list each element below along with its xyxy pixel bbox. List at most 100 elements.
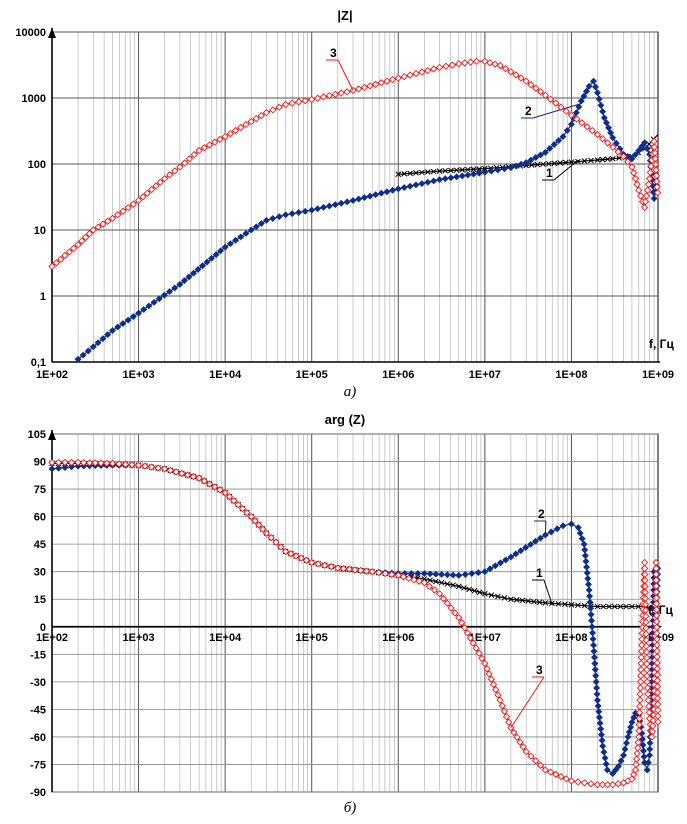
series-3-point <box>185 155 194 163</box>
series-3-point <box>231 126 240 135</box>
series-3-point <box>466 634 475 642</box>
y-tick-label: -30 <box>30 677 46 689</box>
series-3-point <box>517 74 525 82</box>
series-2-point <box>604 124 613 132</box>
series-3-point <box>375 568 383 577</box>
series-2-point <box>494 166 502 174</box>
series-2-point <box>252 223 260 231</box>
series-1-point <box>528 162 535 168</box>
series-3-point <box>637 647 646 655</box>
series-1-point <box>545 160 552 167</box>
series-3-point <box>97 459 105 467</box>
series-2-point <box>308 206 316 214</box>
series-2-point <box>441 175 449 183</box>
series-2-point <box>614 762 623 770</box>
series-3-point <box>325 91 334 100</box>
series-3-point <box>546 95 555 103</box>
series-2-point <box>601 754 609 762</box>
series-3-point <box>124 204 132 212</box>
series-3-point <box>635 733 643 741</box>
series-2-point <box>406 182 414 190</box>
series-3-point <box>638 635 646 643</box>
series-3-point <box>430 65 438 73</box>
series-3-point <box>288 99 296 107</box>
series-1-point <box>501 595 508 601</box>
series-3-point <box>475 649 483 657</box>
y-tick-label: 10000 <box>15 27 46 39</box>
series-3-point <box>492 686 500 694</box>
series-3-point <box>345 565 353 573</box>
series-group: 1 2 3 <box>48 458 662 789</box>
series-3-point <box>216 486 224 494</box>
y-tick-label: 1000 <box>22 93 46 105</box>
series-3-point <box>362 567 371 575</box>
series-3-point <box>631 175 640 183</box>
series-1-point <box>599 156 606 163</box>
y-tick-label: 10 <box>34 225 46 237</box>
series-2-point <box>643 766 651 774</box>
series-3-point <box>103 459 111 467</box>
x-tick-label: 1E+05 <box>296 632 328 644</box>
series-2-point <box>567 520 575 528</box>
series-3-point <box>638 641 646 649</box>
series-2-point <box>646 745 654 753</box>
series-3-point <box>141 462 149 470</box>
series-3-point <box>532 84 540 92</box>
series-3-point <box>567 111 576 119</box>
series-1-point <box>508 596 514 603</box>
x-tick-label: 1E+02 <box>36 369 68 381</box>
y-axis-arrow <box>48 28 56 38</box>
series-3-point <box>67 458 76 467</box>
chart-magnitude: |Z| 1E+02 1E+03 1E+04 1E+05 1E+06 1E+07 1E+08 1… <box>15 8 674 400</box>
series-3-point <box>630 169 638 177</box>
series-3-point <box>461 59 469 67</box>
series-1-point <box>594 603 601 610</box>
series-3-point <box>302 556 311 564</box>
x-tick-label: 1E+05 <box>296 369 328 381</box>
series-2-point <box>547 528 555 536</box>
series-3-point <box>314 560 322 568</box>
series-2-point <box>221 243 229 251</box>
series-1-point <box>470 166 477 173</box>
series-2-point <box>617 757 625 765</box>
series-2-point <box>171 284 179 292</box>
series-2-point <box>198 262 207 270</box>
series-3-point <box>200 477 208 485</box>
series-3-point <box>200 144 208 152</box>
series-3-point <box>262 529 271 537</box>
series-3-point <box>653 189 662 197</box>
series-3-point <box>343 88 351 96</box>
series-3-point <box>628 163 636 171</box>
series-2-point <box>295 208 303 217</box>
series-2-point <box>532 153 540 162</box>
series-2-point <box>212 251 220 259</box>
series-1-point <box>557 160 563 166</box>
series-3-point <box>636 684 645 692</box>
series-3-point <box>85 459 94 467</box>
series-2-point <box>507 553 515 561</box>
series-3-point <box>275 103 283 111</box>
series-2-point <box>517 160 525 168</box>
series-3-point <box>424 66 432 75</box>
series-label: 1 <box>546 166 553 180</box>
series-1-point <box>482 590 488 597</box>
series-2-point <box>394 185 402 193</box>
series-1-point <box>635 603 642 610</box>
grid <box>48 28 660 363</box>
series-1-point <box>438 579 445 586</box>
series-3-point <box>80 458 88 467</box>
y-tick-label: -45 <box>30 704 46 716</box>
series-1-point <box>466 586 473 593</box>
series-3-point <box>147 185 156 194</box>
series-3-point <box>635 708 644 717</box>
series-2-point <box>74 462 82 470</box>
series-2-point <box>420 569 428 578</box>
series-3-point <box>636 678 645 686</box>
series-2-point <box>591 83 600 91</box>
series-3-point <box>505 718 513 726</box>
series-1-point <box>604 156 611 163</box>
series-label: 2 <box>538 507 545 521</box>
series-2-point <box>576 529 584 537</box>
series-label: 1 <box>536 566 543 580</box>
series-2-point <box>550 140 558 149</box>
